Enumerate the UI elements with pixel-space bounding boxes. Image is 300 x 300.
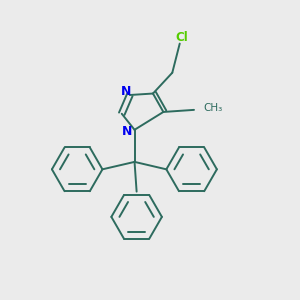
Text: Cl: Cl [176, 31, 188, 44]
Text: N: N [122, 125, 132, 138]
Text: CH₃: CH₃ [203, 103, 223, 113]
Text: N: N [121, 85, 131, 98]
